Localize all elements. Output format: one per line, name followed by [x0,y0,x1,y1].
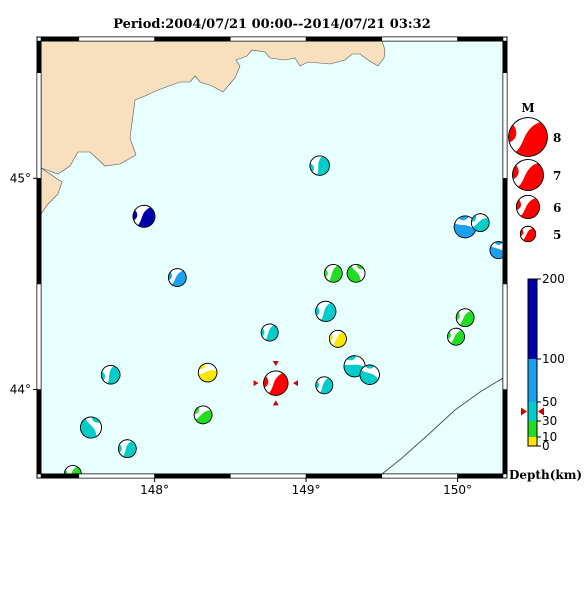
frame-segment-top [154,36,231,42]
highlight-marker-3 [253,380,259,387]
latitude-tick-labels: 45° 44° [10,171,37,397]
depth-band [528,437,537,446]
depth-tick-label: 30 [542,414,557,428]
focal-mechanism-4 [470,213,490,232]
frame-segment-top [40,36,80,42]
focal-mechanism-10 [455,308,475,328]
focal-mechanism-11 [447,327,465,346]
coastline-layer [41,41,503,474]
frame-segment-bottom [78,473,155,479]
frame-segment-top [78,36,155,42]
longitude-label: 149° [292,483,321,497]
focal-mechanism-13 [328,329,347,348]
longitude-label: 148° [140,483,169,497]
magnitude-legend-ball-5 [519,225,537,243]
frame-segment-bottom [381,473,458,479]
land-mass-west [41,167,63,215]
magnitude-legend-label: 5 [553,228,561,242]
frame-segment-left [36,178,42,285]
magnitude-legend-title: M [521,101,534,115]
frame-segment-bottom [457,473,504,479]
frame-segment-left [36,283,42,390]
magnitude-legend: 8 7 6 5 [508,117,561,243]
magnitude-legend-ball-7 [512,159,544,191]
frame-segment-right [502,40,508,73]
highlight-marker-2 [272,400,279,406]
focal-mechanism-22 [118,439,137,458]
frame-segment-right [502,178,508,285]
longitude-label: 150° [443,483,472,497]
focal-mechanism-6 [168,268,187,287]
frame-segment-bottom [305,473,383,479]
focal-mechanism-16 [100,364,121,385]
depth-tick-label: 100 [542,352,565,366]
focal-mechanism-12 [260,323,279,342]
magnitude-legend-label: 7 [553,169,561,183]
frame-segment-top [381,36,458,42]
depth-tick-label: 10 [542,430,557,444]
magnitude-legend-ball-8 [508,117,548,157]
depth-band [528,359,537,402]
depth-band [528,421,537,437]
magnitude-legend-label: 8 [553,131,561,145]
frame-segment-bottom [230,473,307,479]
latitude-label: 44° [10,383,31,397]
frame-segment-top [230,36,307,42]
focal-mechanism-15 [359,364,380,385]
frame-segment-top [457,36,504,42]
focal-mechanism-20 [193,405,213,425]
focal-mechanism-18 [315,376,334,395]
frame-segment-left [36,389,42,475]
highlight-marker-4 [292,380,298,387]
depth-marker-left [521,407,527,416]
frame-segment-bottom [154,473,231,479]
focal-mechanism-8 [346,264,366,283]
frame-segment-right [502,389,508,475]
depth-marker-right [538,407,544,416]
depth-color-scale: 010 30 50 100 200 [521,272,565,453]
map-frame [36,36,508,479]
map-title: Period:2004/07/21 00:00--2014/07/21 03:3… [113,17,431,32]
frame-segment-right [502,72,508,179]
focal-mechanism-19 [263,370,289,396]
focal-mechanism-9 [315,300,337,322]
depth-tick-label: 0 [542,439,550,453]
frame-segment-left [36,72,42,179]
depth-band [528,402,537,421]
depth-band [528,279,537,359]
depth-scale-label: Depth(km) [509,468,582,482]
frame-segment-top [305,36,383,42]
land-mass [41,41,386,175]
depth-bar-outline [527,278,538,447]
latitude-label: 45° [10,171,31,185]
depth-contour-line [381,377,503,474]
frame-segment-left [36,40,42,73]
depth-tick-label: 50 [542,395,557,409]
focal-mechanism-3 [453,215,477,239]
focal-mechanism-2 [132,204,156,228]
highlight-marker-1 [272,360,279,366]
longitude-tick-labels: 148° 149° 150° [140,478,472,497]
magnitude-legend-ball-6 [516,195,540,219]
focal-mechanism-1 [309,155,330,176]
focal-mechanism-7 [324,264,343,283]
frame-segment-right [502,283,508,390]
magnitude-legend-label: 6 [553,201,561,215]
depth-tick-label: 200 [542,272,565,286]
focal-mechanism-17 [197,362,218,383]
focal-mechanism-21 [80,416,102,439]
frame-segment-bottom [40,473,80,479]
